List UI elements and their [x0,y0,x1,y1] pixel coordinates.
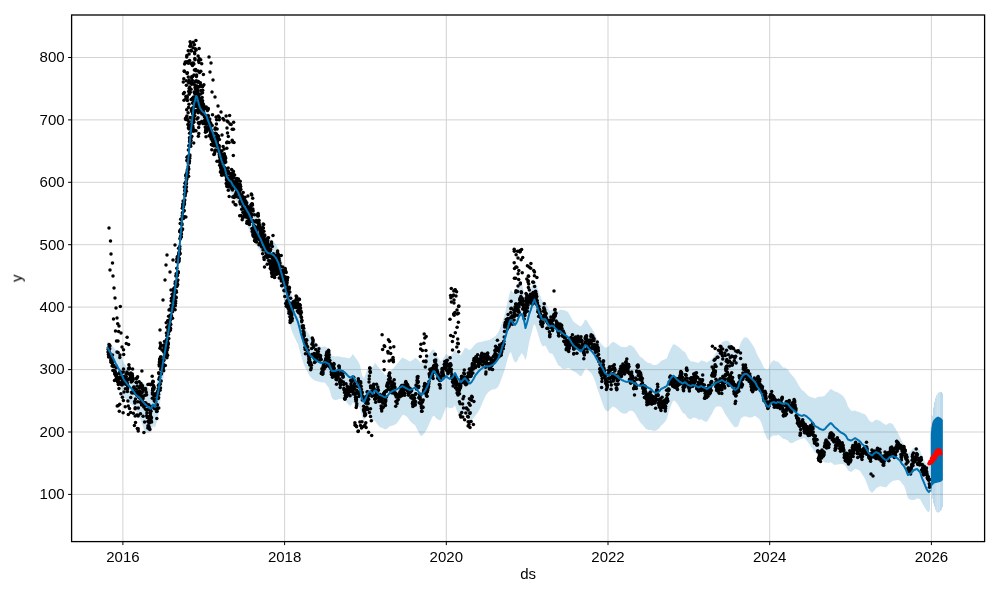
svg-text:2018: 2018 [268,548,301,565]
svg-text:100: 100 [40,485,65,502]
svg-text:2022: 2022 [591,548,624,565]
svg-text:300: 300 [40,360,65,377]
svg-text:800: 800 [40,48,65,65]
svg-text:700: 700 [40,111,65,128]
svg-text:y: y [8,274,25,282]
svg-text:2016: 2016 [106,548,139,565]
svg-text:2020: 2020 [430,548,463,565]
svg-text:2026: 2026 [915,548,948,565]
svg-text:ds: ds [520,565,536,582]
svg-text:200: 200 [40,423,65,440]
svg-text:2024: 2024 [753,548,786,565]
svg-text:500: 500 [40,236,65,253]
svg-text:600: 600 [40,173,65,190]
svg-text:400: 400 [40,298,65,315]
